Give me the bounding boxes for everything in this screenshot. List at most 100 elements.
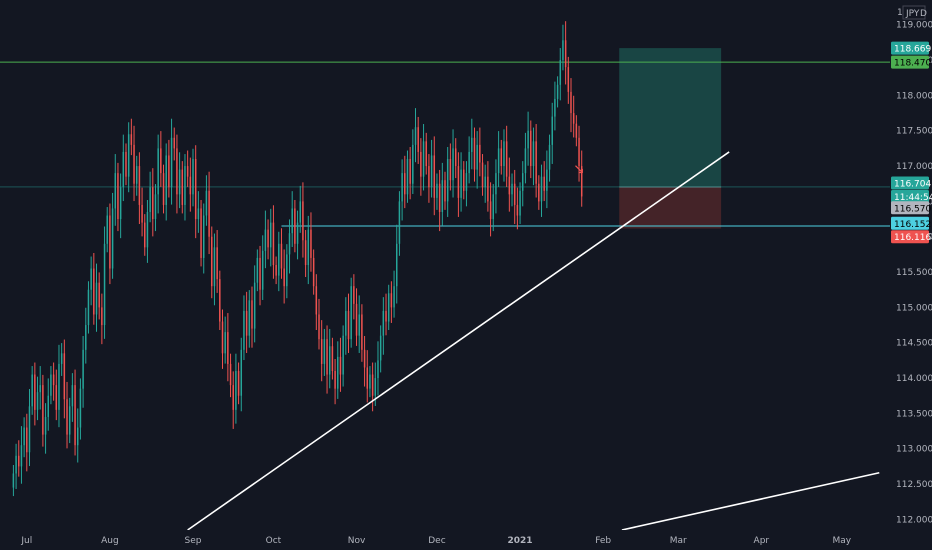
candle <box>68 397 71 444</box>
candle <box>446 146 449 217</box>
time-axis[interactable]: Jul Aug Sep Oct Nov Dec 2021 Feb Mar Apr May <box>20 536 851 546</box>
candle <box>414 108 417 163</box>
candle <box>361 304 363 362</box>
candle <box>471 118 473 170</box>
candle <box>275 256 277 285</box>
candle <box>334 358 336 405</box>
candle <box>162 164 165 214</box>
candle <box>465 161 468 207</box>
price-badge: 116.704 <box>891 176 931 190</box>
position-zones[interactable] <box>619 48 722 229</box>
candle <box>575 115 578 147</box>
candle <box>401 159 403 221</box>
candle <box>76 408 79 463</box>
candle <box>216 230 218 293</box>
candle <box>197 191 200 233</box>
candle <box>82 336 84 408</box>
candle <box>460 152 462 212</box>
candle <box>546 150 548 209</box>
candle <box>572 95 575 138</box>
time-tick-label: Oct <box>266 536 282 546</box>
candle <box>28 389 31 467</box>
candle <box>463 161 465 200</box>
candle <box>221 309 224 369</box>
candle <box>261 235 264 300</box>
price-tick-label: 113.500 <box>896 409 932 419</box>
candle <box>133 125 135 202</box>
price-axis[interactable]: 119.000118.500118.000117.500117.000116.5… <box>896 21 932 526</box>
candle <box>141 187 143 237</box>
candle <box>503 129 505 182</box>
target-zone[interactable] <box>619 48 722 187</box>
candle <box>387 284 390 331</box>
price-tick-label: 115.500 <box>896 268 932 278</box>
candle <box>312 249 315 295</box>
candle <box>200 199 202 267</box>
candle <box>532 127 535 186</box>
candle <box>417 116 419 164</box>
candle <box>144 214 146 256</box>
candle <box>489 182 492 237</box>
price-tick-label: 115.000 <box>896 303 932 313</box>
candle <box>578 125 580 182</box>
candle <box>87 281 90 334</box>
candle <box>55 369 58 421</box>
candle <box>173 127 175 161</box>
candle <box>390 281 393 323</box>
candle <box>484 164 486 203</box>
candle <box>564 21 567 85</box>
candle <box>232 371 234 429</box>
candle <box>551 102 553 164</box>
candle <box>409 146 411 200</box>
candle <box>135 155 138 196</box>
time-tick-label: 2021 <box>508 536 533 546</box>
candle <box>181 161 184 214</box>
price-tick-label: 119.000 <box>896 21 932 31</box>
candle <box>377 341 379 396</box>
candle <box>328 328 331 389</box>
time-tick-label: Dec <box>428 536 445 546</box>
candle <box>519 182 521 225</box>
time-axis-background <box>0 530 890 550</box>
svg-text:116.704: 116.704 <box>894 180 931 190</box>
candle <box>395 224 398 304</box>
time-tick-label: Apr <box>754 536 770 546</box>
candle <box>412 129 414 194</box>
price-axis-background <box>890 0 932 550</box>
candle <box>347 293 350 353</box>
svg-text:11:44:54: 11:44:54 <box>894 193 932 203</box>
trend-lines[interactable] <box>187 151 880 531</box>
candle <box>527 111 529 166</box>
candle <box>487 161 489 212</box>
candle <box>36 376 39 421</box>
trendline-2[interactable] <box>621 471 880 531</box>
candle <box>449 143 452 191</box>
candle <box>192 148 194 207</box>
candle <box>382 297 385 355</box>
price-tick-label: 117.500 <box>896 127 932 137</box>
candle <box>288 219 291 274</box>
price-badge: 118.669 <box>891 41 931 55</box>
svg-text:116.152: 116.152 <box>894 220 931 230</box>
candle <box>548 134 551 182</box>
candle <box>157 134 159 214</box>
candle <box>26 413 28 472</box>
candle <box>420 138 422 196</box>
candle <box>556 76 559 108</box>
candle <box>146 199 149 263</box>
price-tick-label: 113.000 <box>896 445 932 455</box>
candle <box>219 270 221 331</box>
candle <box>320 320 323 382</box>
arrow-marker: ↘ <box>573 162 585 178</box>
candle <box>369 366 371 398</box>
candle <box>122 134 125 202</box>
candle <box>304 230 307 278</box>
candle <box>291 191 293 247</box>
candle <box>18 440 20 477</box>
trendline-1[interactable] <box>187 151 730 531</box>
candle <box>95 263 98 332</box>
time-tick-label: May <box>832 536 851 546</box>
candle <box>71 373 74 422</box>
candle <box>208 171 210 255</box>
